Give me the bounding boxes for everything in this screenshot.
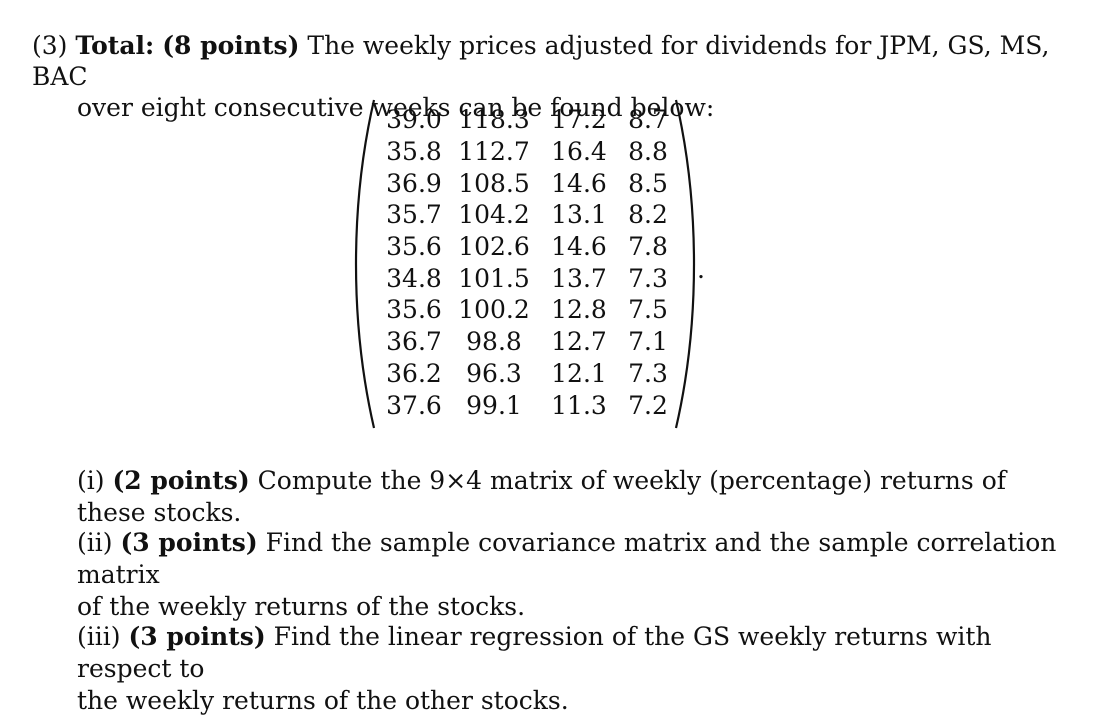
part-ii-first-line: (ii) (3 points) Find the sample covarian… (77, 527, 1072, 591)
matrix-row: 34.8 101.5 13.7 7.3 (380, 262, 678, 294)
matrix-row: 36.7 98.8 12.7 7.1 (380, 326, 678, 358)
matrix-cell: 36.7 (386, 327, 442, 357)
part-iii-points: (3 points) (128, 622, 266, 651)
matrix-cell: 35.8 (386, 137, 442, 167)
matrix-cell: 7.5 (628, 295, 668, 325)
matrix-cell: 8.7 (628, 105, 668, 135)
matrix-cell: 36.2 (386, 358, 442, 388)
part-iii: (iii) (3 points) Find the linear regress… (77, 621, 1072, 717)
matrix-cell: 36.9 (386, 168, 442, 198)
matrix-row: 39.0 118.3 17.2 8.7 (380, 104, 678, 136)
part-i-label: (i) (77, 466, 105, 495)
matrix-cell: 12.7 (551, 327, 607, 357)
problem-points: (8 points) (162, 31, 300, 60)
matrix-cell: 98.8 (466, 327, 522, 357)
matrix-cell: 7.3 (628, 358, 668, 388)
matrix-row: 35.6 100.2 12.8 7.5 (380, 294, 678, 326)
matrix-cell: 13.1 (551, 200, 607, 230)
part-iii-label: (iii) (77, 622, 121, 651)
matrix-cell: 35.6 (386, 232, 442, 262)
matrix-cell: 37.6 (386, 390, 442, 420)
matrix-cell: 118.3 (458, 105, 530, 135)
part-ii-text-line2: of the weekly returns of the stocks. (77, 592, 526, 621)
matrix-cell: 96.3 (466, 358, 522, 388)
matrix-cell: 12.1 (551, 358, 607, 388)
part-ii-points: (3 points) (120, 528, 258, 557)
part-ii: (ii) (3 points) Find the sample covarian… (77, 527, 1072, 623)
matrix-row: 36.2 96.3 12.1 7.3 (380, 358, 678, 390)
matrix-cell: 7.1 (628, 327, 668, 357)
part-iii-text-line2: the weekly returns of the other stocks. (77, 686, 569, 715)
matrix-cell: 101.5 (458, 263, 530, 293)
part-ii-text-line1: Find the sample covariance matrix and th… (77, 528, 1057, 589)
matrix-cell: 17.2 (551, 105, 607, 135)
matrix-row: 35.8 112.7 16.4 8.8 (380, 136, 678, 168)
matrix-row: 35.6 102.6 14.6 7.8 (380, 231, 678, 263)
matrix-cell: 8.8 (628, 137, 668, 167)
part-iii-first-line: (iii) (3 points) Find the linear regress… (77, 621, 1072, 685)
problem-number: (3) (32, 31, 68, 60)
matrix-cell: 108.5 (458, 168, 530, 198)
problem-intro-line2: over eight consecutive weeks can be foun… (77, 93, 715, 122)
problem-first-line: (3) Total: (8 points) The weekly prices … (32, 30, 1072, 92)
problem-intro-line1: The weekly prices adjusted for dividends… (32, 31, 1050, 91)
matrix-cell: 100.2 (458, 295, 530, 325)
matrix-cell: 16.4 (551, 137, 607, 167)
matrix-cell: 35.6 (386, 295, 442, 325)
matrix-cell: 35.7 (386, 200, 442, 230)
part-i: (i) (2 points) Compute the 9×4 matrix of… (77, 465, 1072, 529)
matrix-trailing-period: . (697, 255, 705, 284)
part-ii-label: (ii) (77, 528, 113, 557)
matrix-cell: 8.2 (628, 200, 668, 230)
matrix-cell: 102.6 (458, 232, 530, 262)
matrix-cell: 7.8 (628, 232, 668, 262)
part-i-text: Compute the 9×4 matrix of weekly (percen… (77, 466, 1006, 527)
part-i-points: (2 points) (112, 466, 250, 495)
matrix-cell: 39.0 (386, 105, 442, 135)
matrix-cell: 104.2 (458, 200, 530, 230)
matrix-cell: 7.3 (628, 263, 668, 293)
price-matrix: 39.0 118.3 17.2 8.7 35.8 112.7 16.4 8.8 36.9 108.… (350, 98, 710, 430)
matrix-cell: 13.7 (551, 263, 607, 293)
matrix-cell: 11.3 (551, 390, 607, 420)
right-parenthesis (674, 99, 696, 429)
matrix-row: 36.9 108.5 14.6 8.5 (380, 167, 678, 199)
matrix-cell: 12.8 (551, 295, 607, 325)
price-table: 39.0 118.3 17.2 8.7 35.8 112.7 16.4 8.8 36.9 108.… (380, 104, 678, 421)
matrix-cell: 7.2 (628, 390, 668, 420)
matrix-cell: 99.1 (466, 390, 522, 420)
matrix-cell: 14.6 (551, 232, 607, 262)
matrix-row: 35.7 104.2 13.1 8.2 (380, 199, 678, 231)
problem-statement: (3) Total: (8 points) The weekly prices … (32, 30, 1072, 123)
part-iii-text-line1: Find the linear regression of the GS wee… (77, 622, 992, 683)
matrix-cell: 34.8 (386, 263, 442, 293)
matrix-cell: 112.7 (458, 137, 530, 167)
matrix-cell: 14.6 (551, 168, 607, 198)
left-parenthesis (354, 99, 376, 429)
problem-title: Total: (75, 31, 155, 60)
matrix-cell: 8.5 (628, 168, 668, 198)
matrix-row: 37.6 99.1 11.3 7.2 (380, 389, 678, 421)
